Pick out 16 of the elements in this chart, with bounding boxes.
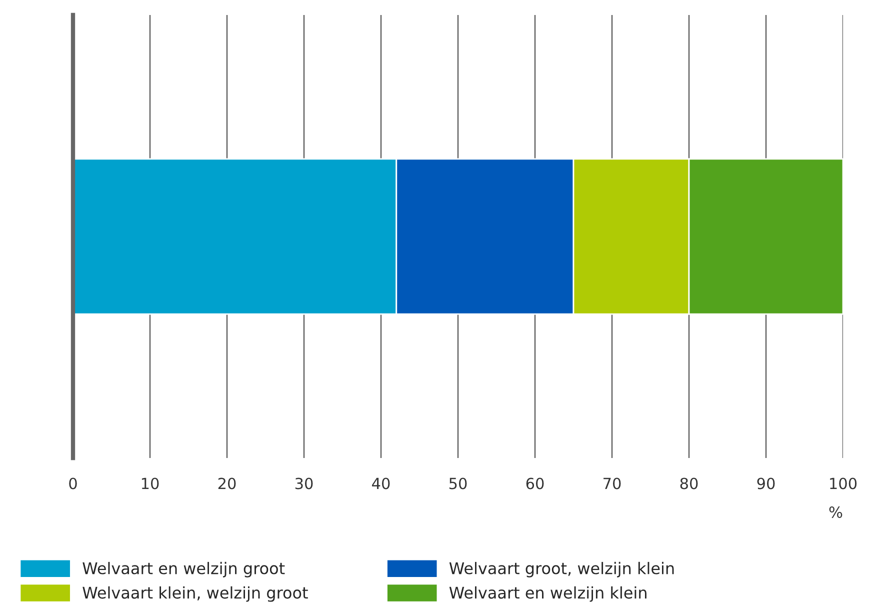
x-tick-label: 100	[830, 478, 857, 490]
x-tick-label: 60	[526, 478, 544, 490]
x-axis-title: %	[829, 506, 842, 518]
x-tick-label: 40	[372, 478, 390, 490]
x-tick-label: 20	[218, 478, 236, 490]
x-tick-label: 70	[604, 478, 621, 490]
legend-label: Welvaart en welzijn groot	[82, 562, 285, 578]
legend-label: Welvaart en welzijn klein	[449, 586, 646, 602]
x-tick-label: 90	[757, 478, 775, 490]
x-tick-label: 30	[295, 478, 313, 490]
x-tick-label: 0	[69, 478, 77, 490]
legend-label: Welvaart klein, welzijn groot	[82, 586, 308, 602]
legend-label: Welvaart groot, welzijn klein	[449, 562, 674, 578]
x-tick-label: 80	[680, 478, 698, 490]
x-tick-label: 10	[142, 478, 159, 490]
x-tick-label: 50	[449, 478, 467, 490]
